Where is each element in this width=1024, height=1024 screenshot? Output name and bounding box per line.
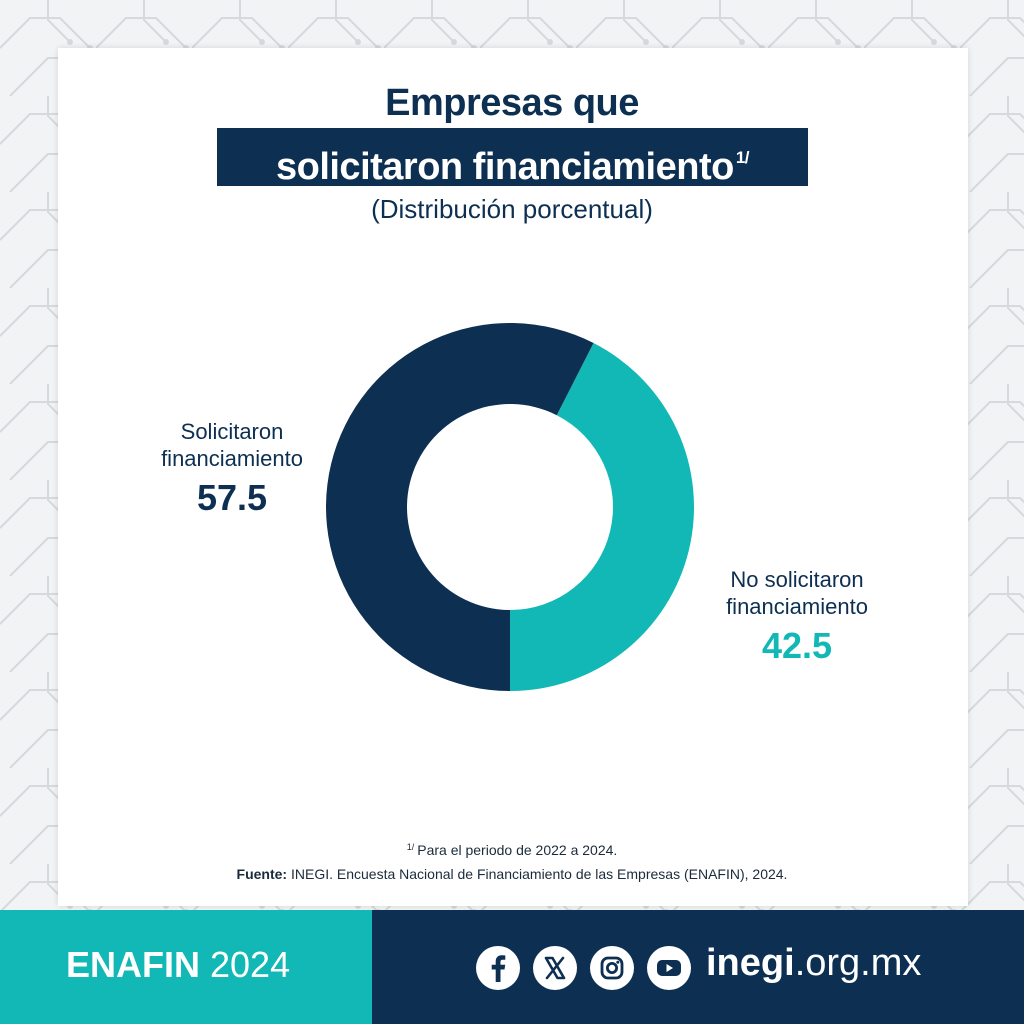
slice-label-solicitaron-line1: Solicitaron [180, 419, 284, 444]
brand-year: 2024 [210, 944, 291, 985]
footer-links-panel [372, 910, 1024, 1024]
title-footnote-marker: 1/ [735, 148, 750, 167]
chart-subtitle: (Distribución porcentual) [371, 194, 653, 224]
footer-brand: ENAFIN 2024 [66, 944, 290, 986]
donut-slice-solicitaron [326, 322, 594, 691]
donut-slice-no-solicitaron [510, 343, 694, 691]
footnote-marker: 1/ [406, 842, 415, 852]
footnote-text: Para el periodo de 2022 a 2024. [417, 842, 618, 858]
facebook-icon[interactable] [476, 946, 520, 990]
chart-title-highlight: solicitaron financiamiento 1/ [217, 128, 808, 188]
slice-label-no-solicitaron-line2: financiamiento [726, 594, 868, 619]
youtube-icon[interactable] [647, 946, 691, 990]
slice-label-solicitaron: Solicitaron financiamiento 57.5 [117, 418, 347, 520]
chart-title-line2: solicitaron financiamiento [275, 146, 734, 188]
chart-title-line1: Empresas que [385, 82, 639, 124]
x-icon[interactable] [533, 946, 577, 990]
slice-value-no-solicitaron: 42.5 [761, 625, 833, 666]
slice-label-no-solicitaron-line1: No solicitaron [730, 567, 864, 592]
slice-label-no-solicitaron: No solicitaron financiamiento 42.5 [682, 566, 912, 668]
brand-name: ENAFIN [66, 944, 200, 985]
website-link[interactable]: inegi.org.mx [706, 942, 921, 985]
slice-label-solicitaron-line2: financiamiento [161, 446, 303, 471]
footer-brand-panel [0, 910, 372, 1024]
site-name: inegi [706, 942, 795, 984]
site-domain: .org.mx [794, 942, 922, 984]
slice-value-solicitaron: 57.5 [196, 477, 268, 518]
content-card [58, 48, 968, 906]
source-text: INEGI. Encuesta Nacional de Financiamien… [291, 866, 788, 882]
footnote: 1/Para el periodo de 2022 a 2024. [0, 842, 1024, 858]
instagram-icon[interactable] [590, 946, 634, 990]
source-note: Fuente: INEGI. Encuesta Nacional de Fina… [0, 866, 1024, 882]
source-label: Fuente: [236, 866, 288, 882]
